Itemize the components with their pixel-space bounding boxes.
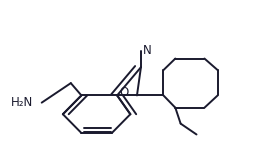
Text: H₂N: H₂N — [11, 96, 33, 109]
Text: O: O — [119, 86, 128, 99]
Text: N: N — [143, 44, 152, 57]
